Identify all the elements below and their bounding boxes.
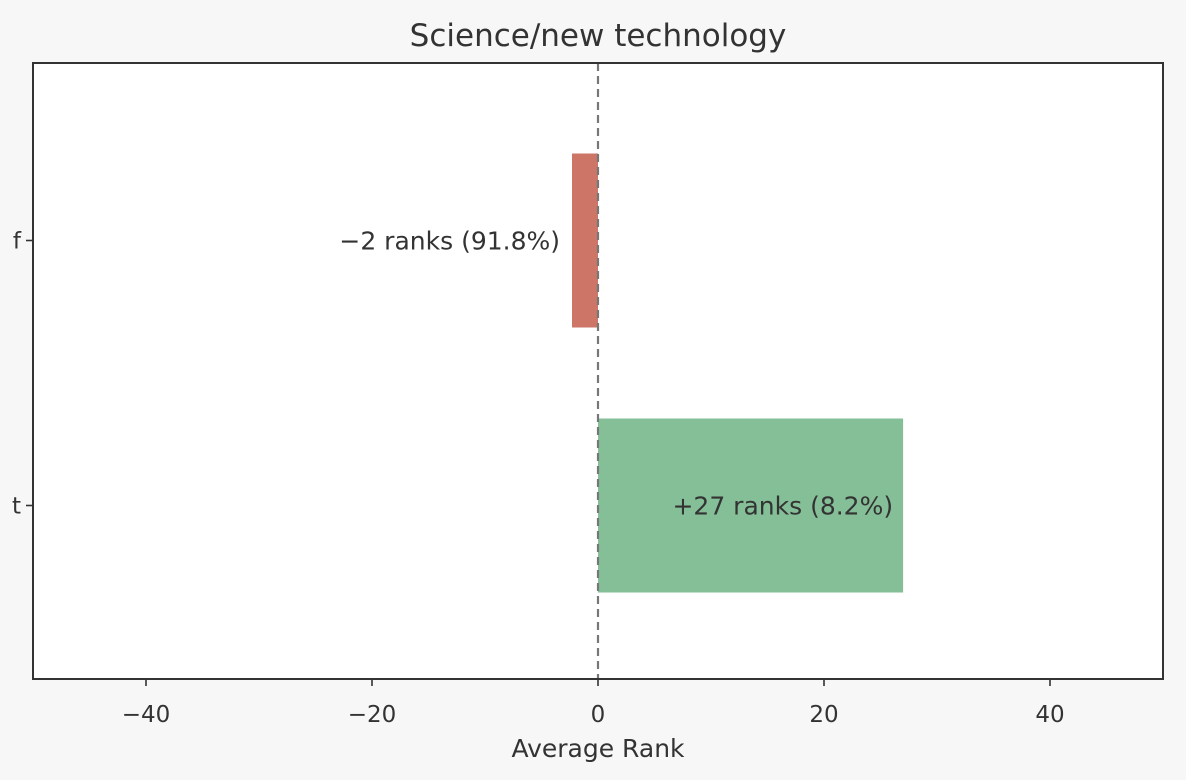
bar-t — [598, 418, 904, 593]
x-tick-label: 40 — [1035, 702, 1064, 728]
x-tick-label: 0 — [591, 702, 606, 728]
bar-f — [572, 153, 598, 328]
chart-title: Science/new technology — [410, 18, 787, 54]
x-tick-label: 20 — [809, 702, 838, 728]
y-tick-label-f: f — [13, 229, 22, 255]
x-tick-label: −40 — [122, 702, 171, 728]
y-tick-label-t: t — [12, 494, 21, 520]
bar-label-f: −2 ranks (91.8%) — [339, 227, 560, 256]
bar-label-t: +27 ranks (8.2%) — [672, 492, 893, 521]
x-axis-label: Average Rank — [511, 734, 685, 763]
x-tick-label: −20 — [348, 702, 397, 728]
